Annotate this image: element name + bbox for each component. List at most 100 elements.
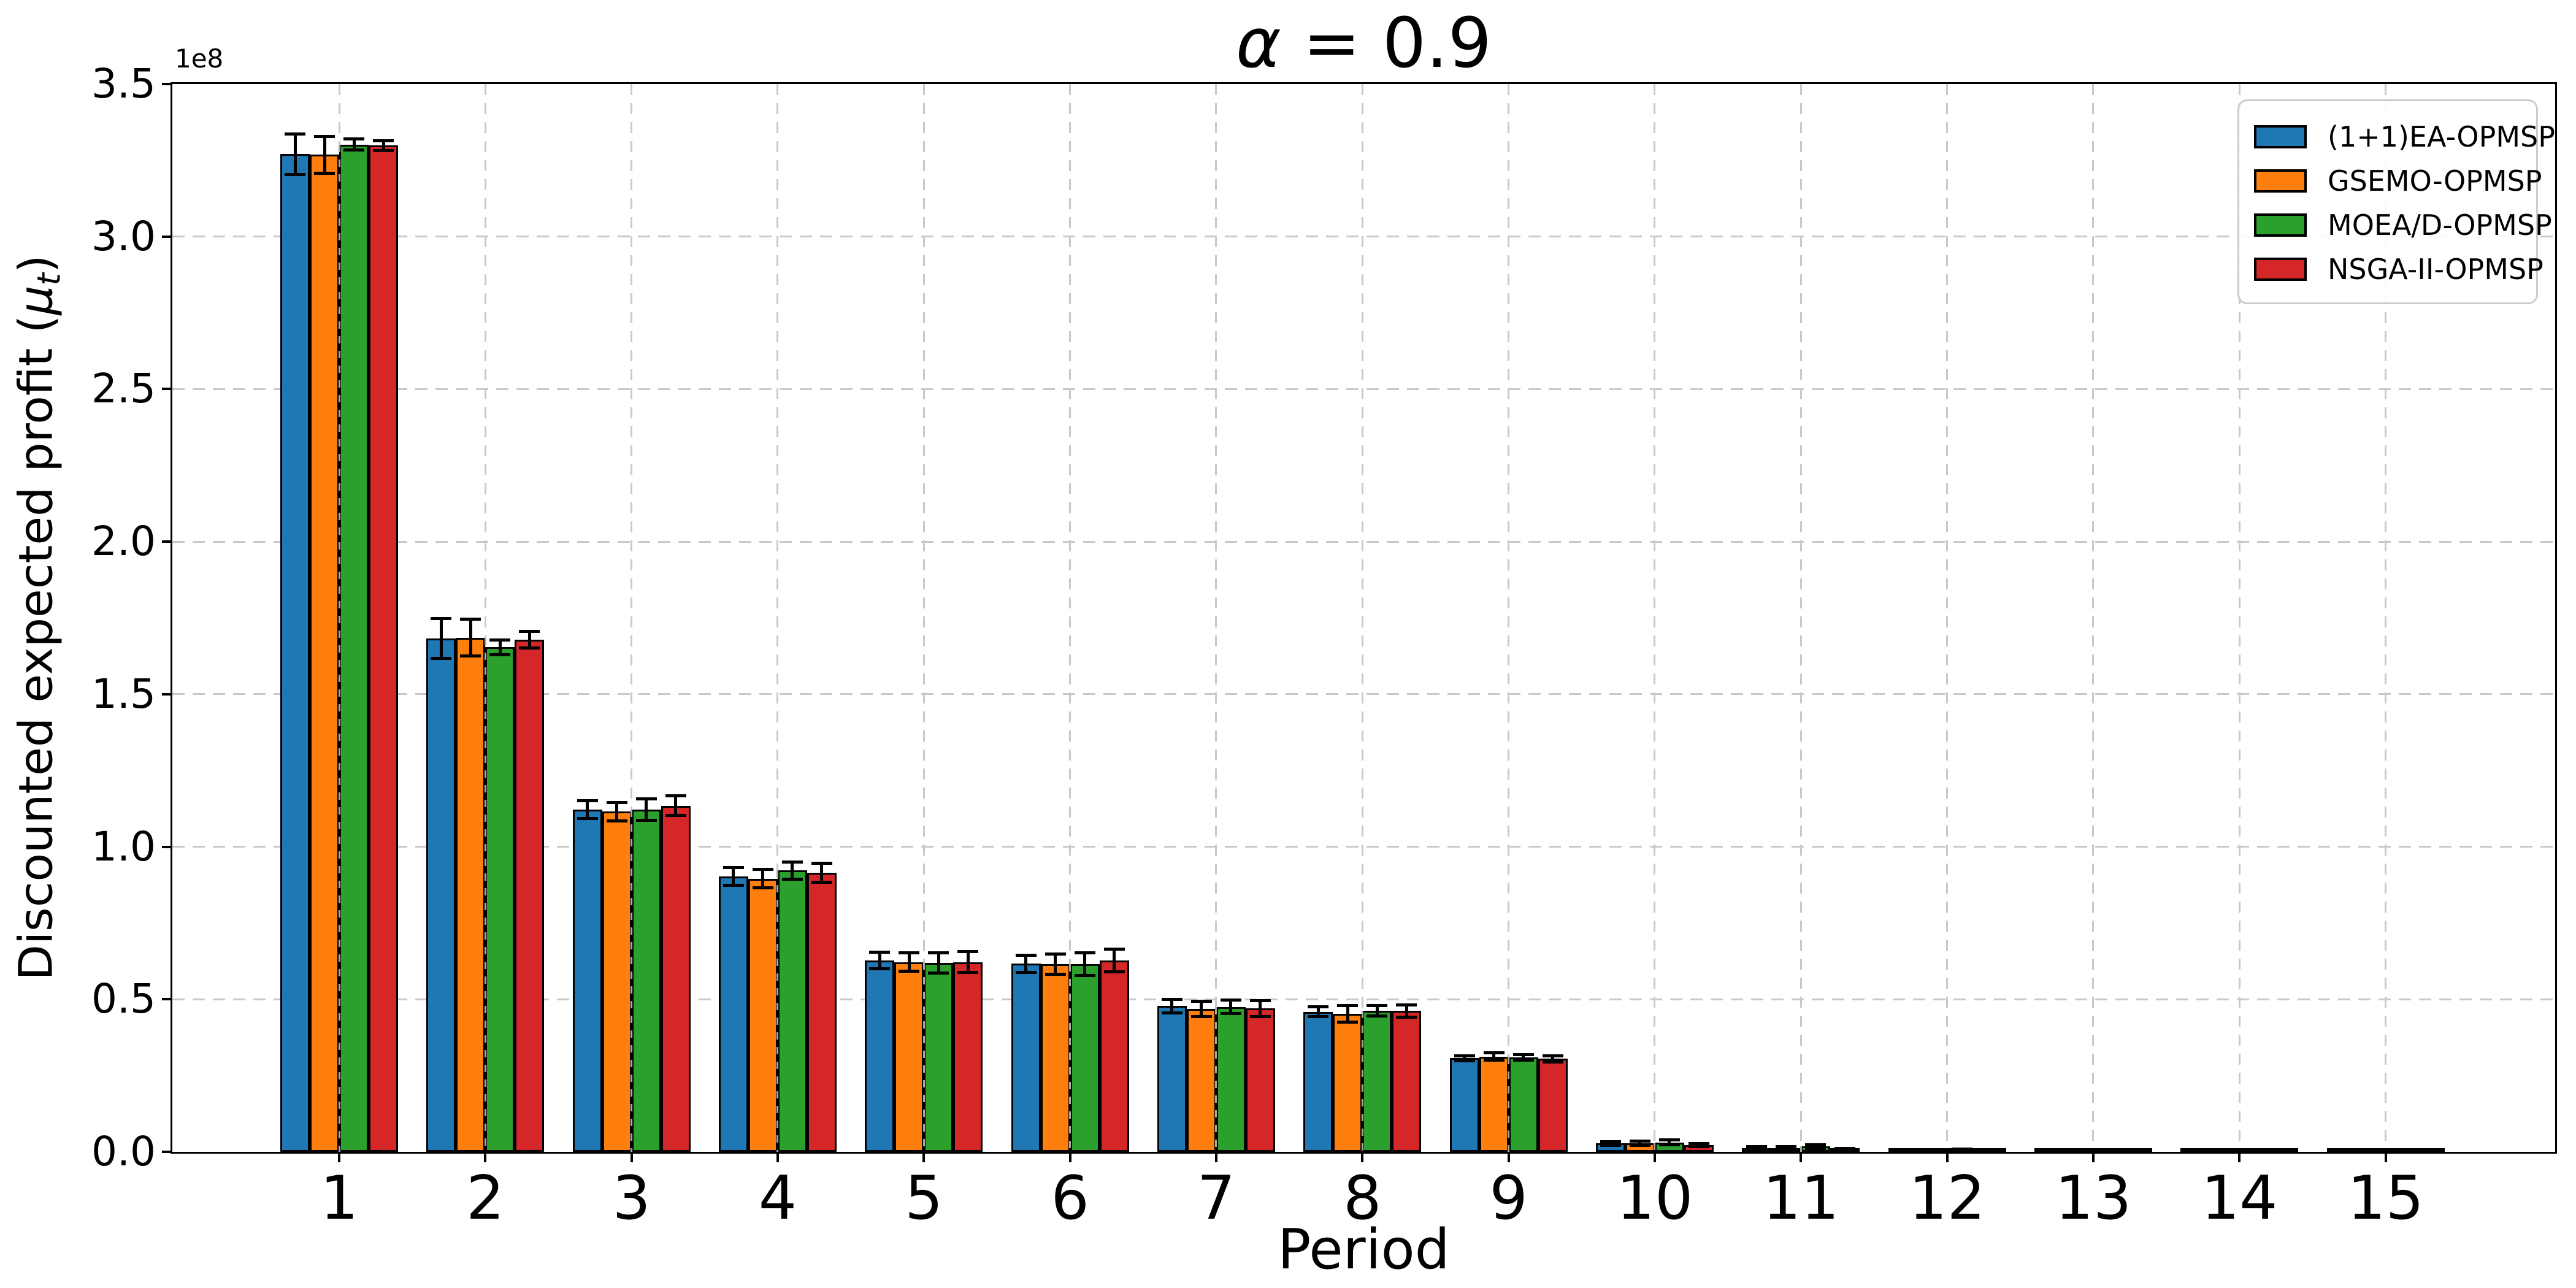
error-bar-cap-top — [1190, 1000, 1212, 1003]
legend-label: NSGA-II-OPMSP — [2328, 253, 2543, 286]
x-axis-tick-label: 3 — [612, 1163, 651, 1233]
y-axis-tick — [162, 540, 171, 543]
y-axis-tick — [162, 83, 171, 85]
chart-title-alpha-symbol: α — [1236, 4, 1281, 83]
error-bar-cap-top — [899, 951, 920, 955]
error-bar-line — [1668, 1140, 1671, 1145]
error-bar-cap-top — [1805, 1143, 1827, 1146]
y-axis-tick-label: 2.5 — [91, 365, 156, 413]
bar — [807, 872, 837, 1152]
error-bar-line — [1083, 953, 1087, 976]
bar — [1362, 1011, 1392, 1152]
error-bar-cap-bottom — [1190, 1015, 1212, 1019]
x-axis-tick-label: 12 — [1909, 1163, 1985, 1233]
bar — [1011, 964, 1041, 1152]
error-bar-cap-top — [489, 638, 511, 642]
error-bar-cap-bottom — [1512, 1059, 1534, 1062]
error-bar-cap-bottom — [665, 814, 686, 818]
vertical-gridline — [1361, 84, 1363, 1152]
error-bar-cap-bottom — [1980, 1149, 2002, 1153]
group-center-seam-line — [1654, 1142, 1656, 1152]
error-bar-cap-top — [1103, 948, 1125, 951]
x-axis-tick-label: 2 — [466, 1163, 505, 1233]
error-bar-cap-bottom — [928, 971, 949, 975]
error-bar-line — [323, 136, 326, 174]
chart-title: α = 0.9 — [171, 4, 2557, 83]
error-bar-cap-bottom — [1308, 1015, 1329, 1019]
error-bar-line — [1814, 1144, 1817, 1149]
error-bar-cap-bottom — [1367, 1014, 1388, 1018]
x-axis-tick-label: 7 — [1197, 1163, 1236, 1233]
y-axis-tick — [162, 845, 171, 848]
x-axis-tick-label: 13 — [2055, 1163, 2132, 1233]
bar — [748, 878, 778, 1152]
error-bar-cap-top — [957, 950, 979, 954]
x-axis-tick-label: 14 — [2201, 1163, 2278, 1233]
error-bar-line — [674, 795, 678, 816]
error-bar-cap-bottom — [1015, 970, 1037, 974]
error-bar-cap-bottom — [577, 816, 598, 820]
error-bar-cap-bottom — [781, 877, 803, 881]
error-bar-line — [761, 869, 765, 888]
x-axis-tick-label: 9 — [1489, 1163, 1528, 1233]
x-axis-tick — [1361, 1154, 1364, 1162]
bar — [865, 960, 895, 1152]
bar — [1216, 1006, 1246, 1152]
bar — [1186, 1009, 1216, 1152]
vertical-gridline — [1654, 84, 1656, 1152]
error-bar-cap-top — [1951, 1148, 1972, 1151]
error-bar-cap-top — [1367, 1004, 1388, 1008]
error-bar-line — [820, 863, 824, 883]
x-axis-tick-label: 1 — [320, 1163, 359, 1233]
bar — [661, 805, 691, 1152]
error-bar-cap-bottom — [1454, 1059, 1475, 1062]
error-bar-cap-top — [1746, 1145, 1768, 1149]
y-axis-tick — [162, 388, 171, 391]
bar — [1392, 1011, 1422, 1152]
y-axis-tick-label: 0.0 — [91, 1128, 156, 1175]
error-bar-line — [439, 618, 443, 659]
y-axis-tick-label: 1.5 — [91, 670, 156, 718]
group-center-seam-line — [1215, 1006, 1217, 1152]
error-bar-line — [1316, 1006, 1320, 1017]
error-bar-cap-top — [373, 139, 394, 143]
error-bar-cap-top — [1161, 997, 1183, 1001]
error-bar-cap-bottom — [2097, 1149, 2118, 1153]
bar — [456, 637, 486, 1152]
x-axis-tick — [2238, 1154, 2241, 1162]
error-bar-line — [615, 802, 619, 821]
legend-item: GSEMO-OPMSP — [2254, 159, 2542, 203]
error-bar-line — [1609, 1141, 1612, 1146]
error-bar-cap-top — [811, 861, 832, 865]
error-bar-cap-top — [1015, 953, 1037, 957]
horizontal-gridline — [172, 540, 2555, 543]
error-bar-cap-top — [1776, 1144, 1797, 1148]
error-bar-cap-bottom — [2390, 1150, 2411, 1153]
x-axis-tick — [1507, 1154, 1510, 1162]
error-bar-cap-bottom — [1776, 1148, 1797, 1151]
error-bar-line — [1200, 1001, 1203, 1017]
error-bar-cap-top — [431, 616, 452, 620]
error-bar-line — [1551, 1056, 1555, 1062]
error-bar-cap-bottom — [1542, 1060, 1563, 1064]
legend-color-swatch — [2254, 213, 2307, 237]
error-bar-cap-top — [519, 630, 540, 634]
error-bar-cap-top — [1045, 953, 1066, 956]
error-bar-cap-bottom — [1396, 1015, 1417, 1019]
error-bar-line — [381, 140, 385, 151]
legend-item: NSGA-II-OPMSP — [2254, 247, 2543, 291]
error-bar-line — [966, 951, 970, 973]
group-center-seam-line — [922, 962, 925, 1152]
error-bar-line — [527, 631, 531, 648]
bar — [718, 876, 748, 1152]
y-axis-tick-label: 3.5 — [91, 60, 156, 107]
mu-subscript: t — [31, 273, 68, 286]
x-axis-tick-label: 10 — [1616, 1163, 1693, 1233]
error-bar-cap-bottom — [373, 148, 394, 152]
error-bar-line — [1405, 1005, 1408, 1018]
vertical-gridline — [776, 84, 779, 1152]
horizontal-gridline — [172, 236, 2555, 238]
error-bar-line — [498, 640, 502, 655]
error-bar-cap-top — [1600, 1140, 1621, 1143]
error-bar-cap-bottom — [489, 653, 511, 656]
